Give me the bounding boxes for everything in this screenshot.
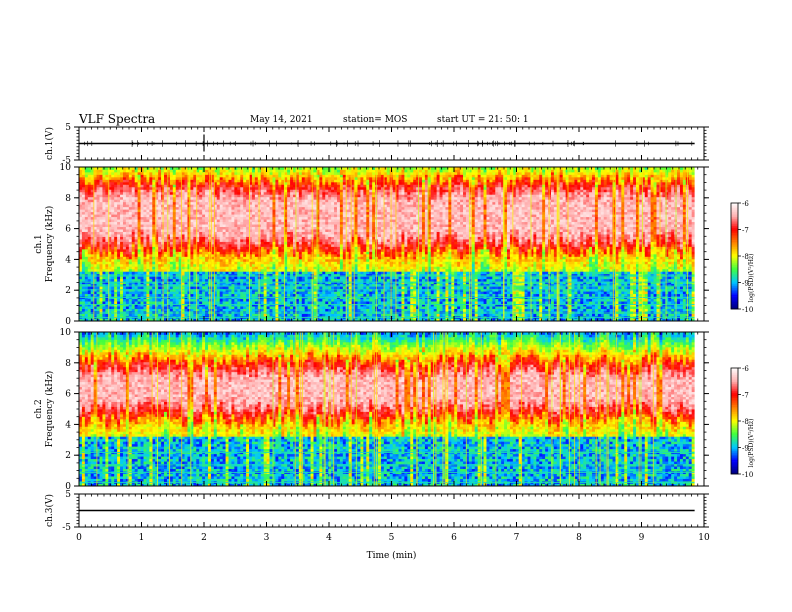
- x-axis-label: Time (min): [367, 550, 417, 561]
- colorbar-tick-label: -6: [742, 365, 749, 373]
- y-tick-label: 0: [65, 317, 71, 327]
- ch1-spectrogram: [79, 167, 696, 322]
- x-tick-label: 6: [451, 533, 457, 543]
- y-tick-label: 6: [65, 390, 71, 400]
- ch2-spectrogram: [79, 332, 696, 487]
- x-tick-label: 1: [139, 533, 145, 543]
- date-label: May 14, 2021: [250, 115, 313, 125]
- ch2-ylabel: ch.2 Frequency (kHz): [34, 371, 55, 448]
- colorbar-tick-label: -10: [742, 306, 753, 314]
- ch1-ylabel-line: ch.1(V): [44, 127, 55, 160]
- colorbar: [731, 203, 738, 310]
- colorbar-tick-label: -8: [742, 418, 749, 426]
- x-tick-label: 9: [639, 533, 645, 543]
- colorbar-tick-label: -9: [742, 280, 749, 288]
- colorbar-tick-label: -8: [742, 253, 749, 261]
- station-label: station= MOS: [343, 115, 407, 125]
- colorbar-tick-label: -10: [742, 471, 753, 479]
- y-tick-label: -5: [62, 156, 71, 166]
- y-tick-label: 4: [65, 255, 71, 265]
- colorbar-label-group: log(PSD)(V²/Hz): [748, 419, 755, 468]
- colorbar-tick-label: -7: [742, 392, 749, 400]
- y-tick-label: 6: [65, 225, 71, 235]
- ch2-ylabel-line: ch.2: [34, 399, 44, 418]
- y-tick-label: 4: [65, 420, 71, 430]
- no-data-region: [694, 167, 704, 321]
- no-data-region: [694, 332, 704, 486]
- colorbar-tick-label: -6: [742, 200, 749, 208]
- y-tick-label: -5: [62, 523, 71, 533]
- y-tick-label: 0: [65, 482, 71, 492]
- y-tick-label: 8: [65, 359, 71, 369]
- x-tick-label: 0: [76, 533, 82, 543]
- colorbar-label: log(PSD)(V²/Hz): [748, 254, 755, 303]
- x-tick-label: 3: [264, 533, 270, 543]
- y-tick-label: 10: [60, 163, 72, 173]
- colorbar-tick-label: -7: [742, 227, 749, 235]
- y-tick-label: 10: [60, 328, 72, 338]
- y-tick-label: 2: [65, 286, 71, 296]
- start-ut-label: start UT = 21: 50: 1: [437, 115, 529, 125]
- y-tick-label: 5: [65, 490, 71, 500]
- x-tick-label: 5: [389, 533, 395, 543]
- x-tick-label: 8: [576, 533, 582, 543]
- colorbar: [731, 368, 738, 475]
- y-tick-label: 8: [65, 194, 71, 204]
- x-tick-label: 2: [201, 533, 207, 543]
- chart-title: VLF Spectra: [79, 112, 155, 126]
- ch3-ylabel: ch.3(V): [44, 494, 55, 527]
- ch1-ylabel: ch.1 Frequency (kHz): [34, 206, 55, 283]
- ch3-ylabel-line: ch.3(V): [44, 494, 55, 527]
- colorbar-label-group: log(PSD)(V²/Hz): [748, 254, 755, 303]
- ch2-ylabel-line: Frequency (kHz): [44, 371, 55, 448]
- ch1-ylabel-line: ch.1: [34, 234, 44, 253]
- ch1-ylabel: ch.1(V): [44, 127, 55, 160]
- x-tick-label: 7: [514, 533, 520, 543]
- ch1-ylabel-line: Frequency (kHz): [44, 206, 55, 283]
- x-tick-label: 4: [326, 533, 332, 543]
- y-tick-label: 2: [65, 451, 71, 461]
- y-tick-label: 5: [65, 123, 71, 133]
- x-tick-label: 10: [698, 533, 710, 543]
- colorbar-tick-label: -9: [742, 445, 749, 453]
- colorbar-label: log(PSD)(V²/Hz): [748, 419, 755, 468]
